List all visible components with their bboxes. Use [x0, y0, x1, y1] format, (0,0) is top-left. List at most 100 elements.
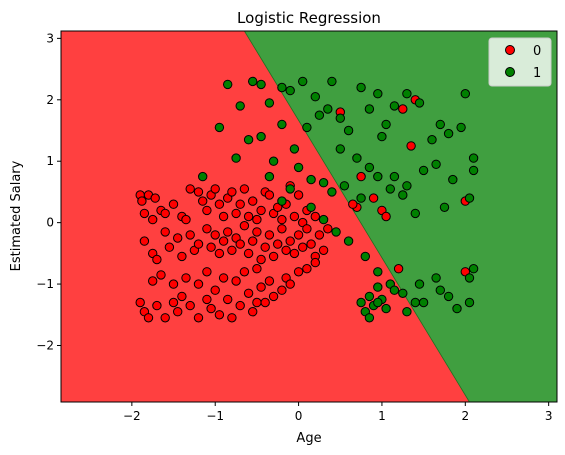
data-point-class-0	[173, 307, 183, 317]
data-point-class-0	[248, 196, 258, 206]
y-tick-label: −1	[36, 277, 54, 291]
data-point-class-1	[431, 273, 441, 283]
data-point-class-0	[214, 199, 225, 209]
data-point-class-0	[202, 294, 212, 305]
data-point-class-1	[414, 98, 425, 108]
data-point-class-1	[335, 144, 345, 154]
data-point-class-0	[239, 221, 250, 231]
data-point-class-0	[168, 199, 179, 209]
data-point-class-0	[177, 291, 187, 302]
data-point-class-0	[252, 214, 262, 225]
data-point-class-1	[298, 76, 308, 87]
y-axis-ticks: −2 −1 0 1 2 3	[36, 31, 61, 352]
data-point-class-0	[243, 288, 254, 298]
data-point-class-1	[277, 119, 287, 130]
data-point-class-0	[264, 230, 275, 240]
data-point-class-1	[435, 285, 445, 295]
data-point-class-0	[223, 294, 233, 305]
data-point-class-1	[402, 307, 412, 317]
data-point-class-1	[243, 135, 254, 145]
data-point-class-0	[248, 236, 258, 246]
data-point-class-1	[443, 128, 454, 139]
data-point-class-1	[364, 162, 375, 173]
data-point-class-1	[198, 171, 208, 182]
data-point-class-0	[177, 251, 187, 262]
data-point-class-1	[352, 153, 362, 163]
data-point-class-0	[185, 300, 195, 311]
data-point-class-0	[293, 267, 304, 277]
data-point-class-0	[160, 208, 170, 219]
data-point-class-0	[202, 224, 212, 234]
data-point-class-0	[160, 313, 170, 323]
data-point-class-0	[227, 187, 237, 197]
data-point-class-0	[148, 214, 158, 225]
data-point-class-1	[264, 171, 275, 182]
data-point-class-0	[264, 190, 275, 200]
data-point-class-1	[468, 264, 479, 274]
x-tick-label: 3	[545, 409, 553, 423]
data-point-class-1	[439, 202, 450, 213]
x-tick-label: 1	[378, 409, 386, 423]
data-point-class-1	[435, 119, 445, 130]
data-point-class-1	[223, 79, 233, 90]
plot-frame	[60, 30, 558, 403]
data-point-class-1	[381, 119, 391, 130]
data-point-class-0	[302, 264, 312, 274]
data-point-class-1	[464, 297, 475, 308]
data-point-class-1	[331, 227, 341, 237]
data-point-class-0	[260, 242, 270, 252]
data-point-class-1	[343, 236, 354, 246]
data-point-class-1	[448, 174, 458, 185]
data-point-class-1	[356, 297, 366, 308]
data-point-class-1	[377, 131, 387, 142]
data-point-class-0	[193, 279, 204, 289]
data-point-class-0	[306, 239, 316, 249]
data-point-class-0	[289, 211, 300, 222]
legend-marker-class-1	[505, 67, 515, 77]
data-point-class-1	[327, 187, 337, 197]
data-point-class-0	[273, 239, 283, 249]
data-point-class-1	[306, 174, 316, 185]
legend-label-class-1: 1	[533, 66, 541, 81]
data-point-class-0	[198, 196, 208, 206]
data-point-class-0	[252, 297, 262, 308]
data-point-class-1	[373, 282, 383, 292]
y-tick-label: 3	[46, 31, 54, 45]
data-point-class-1	[373, 89, 383, 99]
data-point-class-1	[468, 165, 479, 176]
data-point-class-0	[210, 285, 220, 295]
chart-title: Logistic Regression	[237, 9, 381, 27]
data-point-class-0	[260, 297, 270, 308]
data-point-class-0	[139, 208, 150, 219]
data-point-class-0	[193, 313, 204, 323]
data-point-class-1	[285, 184, 295, 194]
data-point-class-1	[452, 303, 462, 314]
legend-label-class-0: 0	[533, 44, 541, 59]
data-point-class-1	[389, 101, 400, 111]
data-point-class-1	[456, 122, 466, 133]
data-point-class-0	[302, 224, 312, 234]
data-point-class-1	[360, 251, 370, 262]
data-point-class-0	[235, 199, 245, 209]
data-point-class-1	[389, 285, 400, 295]
data-point-class-1	[285, 85, 295, 96]
data-point-class-0	[277, 214, 287, 225]
data-point-class-1	[431, 159, 441, 170]
data-point-class-0	[281, 245, 291, 256]
data-point-class-0	[214, 310, 225, 320]
data-point-class-0	[268, 291, 279, 302]
data-point-class-0	[256, 205, 266, 216]
data-point-class-1	[256, 79, 266, 90]
data-point-class-1	[289, 144, 300, 154]
data-point-class-1	[402, 89, 412, 99]
data-point-class-0	[398, 104, 408, 114]
data-point-class-1	[318, 214, 329, 225]
data-point-class-1	[277, 196, 287, 206]
data-point-class-0	[173, 233, 183, 243]
data-point-class-1	[373, 171, 383, 182]
y-tick-label: 1	[46, 154, 54, 168]
data-point-class-1	[256, 131, 266, 142]
data-point-class-0	[256, 282, 266, 292]
data-point-class-1	[410, 208, 420, 219]
data-point-class-1	[468, 153, 479, 163]
